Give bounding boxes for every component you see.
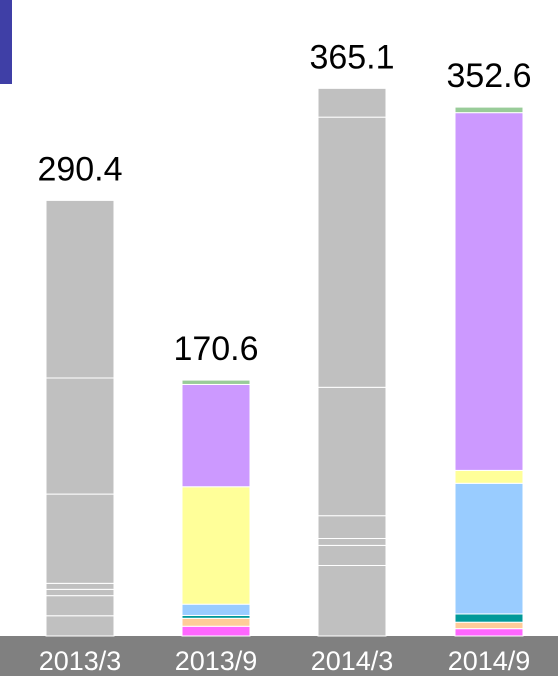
x-tick-label-2014-9: 2014/9 bbox=[448, 646, 531, 676]
bar-segment-2014-9-4 bbox=[454, 469, 524, 484]
bar-segment-2014-9-5 bbox=[454, 112, 524, 471]
bar-segment-2014-3-6 bbox=[317, 87, 387, 118]
bar-segment-2014-9-2 bbox=[454, 613, 524, 623]
total-labels-group: 290.4 170.6 365.1 352.6 bbox=[37, 38, 531, 368]
bar-segment-2013-9-0 bbox=[181, 625, 251, 637]
bar-segment-2014-9-6 bbox=[454, 106, 524, 114]
bar-segment-2013-9-4 bbox=[181, 486, 251, 605]
total-label-2014-3: 365.1 bbox=[309, 38, 394, 76]
bar-segment-2014-3-0 bbox=[317, 565, 387, 637]
bar-segment-2014-3-4 bbox=[317, 386, 387, 517]
bar-segment-2014-9-3 bbox=[454, 482, 524, 615]
bar-segment-2013-9-6 bbox=[181, 379, 251, 385]
x-tick-label-2013-9: 2013/9 bbox=[175, 646, 258, 676]
bar-segment-2013-9-3 bbox=[181, 603, 251, 616]
x-tick-labels-group: 2013/3 2013/9 2014/3 2014/9 bbox=[39, 646, 531, 676]
bar-segment-2014-3-5 bbox=[317, 116, 387, 388]
bars-group bbox=[45, 87, 524, 637]
bar-segment-2014-9-0 bbox=[454, 628, 524, 637]
bar-segment-2013-9-1 bbox=[181, 617, 251, 627]
side-tab-marker bbox=[0, 0, 12, 84]
total-label-2013-3: 290.4 bbox=[37, 150, 122, 188]
bar-segment-2014-3-3 bbox=[317, 515, 387, 540]
total-label-2013-9: 170.6 bbox=[173, 330, 258, 368]
bar-segment-2013-3-6 bbox=[45, 199, 115, 379]
bar-segment-2013-9-5 bbox=[181, 383, 251, 488]
total-label-2014-9: 352.6 bbox=[446, 57, 531, 95]
bar-segment-2013-3-1 bbox=[45, 595, 115, 617]
bar-segment-2013-3-4 bbox=[45, 493, 115, 584]
bar-segment-2013-3-0 bbox=[45, 615, 115, 637]
bar-segment-2013-3-5 bbox=[45, 377, 115, 495]
x-tick-label-2014-3: 2014/3 bbox=[311, 646, 394, 676]
x-tick-label-2013-3: 2013/3 bbox=[39, 646, 122, 676]
bar-segment-2014-3-2 bbox=[317, 538, 387, 546]
bar-segment-2013-3-2 bbox=[45, 588, 115, 597]
bar-segment-2014-9-1 bbox=[454, 621, 524, 630]
x-axis-band bbox=[0, 636, 558, 676]
bar-segment-2013-3-3 bbox=[45, 582, 115, 590]
bar-segment-2014-3-1 bbox=[317, 544, 387, 567]
